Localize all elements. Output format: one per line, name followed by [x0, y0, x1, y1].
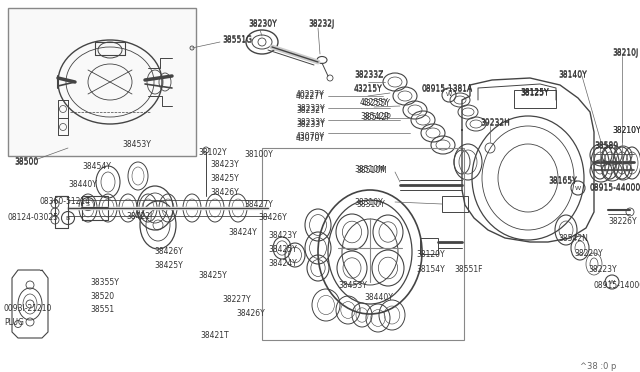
Text: 43215Y: 43215Y	[354, 84, 383, 93]
Text: 38220Y: 38220Y	[574, 249, 603, 258]
Text: 38422J: 38422J	[126, 212, 152, 221]
Text: 08124-03025: 08124-03025	[8, 213, 59, 222]
Text: 40227Y: 40227Y	[296, 90, 324, 99]
Text: 38120Y: 38120Y	[416, 250, 445, 259]
Text: 38425Y: 38425Y	[154, 261, 183, 270]
Text: 38551F: 38551F	[454, 265, 483, 274]
Text: PLUG: PLUG	[4, 318, 24, 327]
Text: 38310Y: 38310Y	[354, 198, 383, 207]
Text: 38510M: 38510M	[356, 166, 387, 175]
Text: 08915-44000: 08915-44000	[590, 183, 640, 192]
Text: 39232H: 39232H	[480, 118, 510, 127]
Text: 38425Y: 38425Y	[210, 174, 239, 183]
Text: 38210J: 38210J	[612, 49, 638, 58]
Text: 38589: 38589	[594, 142, 618, 151]
Text: 38424Y: 38424Y	[268, 259, 297, 268]
Text: 38453Y: 38453Y	[122, 140, 151, 149]
Bar	[514, 90, 556, 108]
Text: 38440Y: 38440Y	[68, 180, 97, 189]
Text: 38425Y: 38425Y	[268, 245, 297, 254]
Text: W: W	[575, 186, 581, 190]
Text: 08360-51214: 08360-51214	[40, 197, 91, 206]
Text: 38542N: 38542N	[558, 234, 588, 243]
Text: 38210Y: 38210Y	[612, 126, 640, 135]
Text: 38125Y: 38125Y	[520, 88, 548, 97]
Text: 38500: 38500	[14, 158, 38, 167]
Text: 08915-44000: 08915-44000	[590, 184, 640, 193]
Text: 43255Y: 43255Y	[360, 98, 389, 107]
Bar	[420, 238, 438, 254]
Text: 38426Y: 38426Y	[258, 213, 287, 222]
Text: 38426Y: 38426Y	[154, 247, 183, 256]
Text: 38232J: 38232J	[308, 19, 334, 28]
Text: 38551: 38551	[90, 305, 114, 314]
Text: W: W	[609, 279, 615, 285]
Text: 38232J: 38232J	[308, 20, 334, 29]
Text: 38542P: 38542P	[362, 113, 391, 122]
Text: 38227Y: 38227Y	[222, 295, 251, 304]
Text: 38233Z: 38233Z	[354, 70, 383, 79]
Text: 38427Y: 38427Y	[244, 200, 273, 209]
Text: 38551G: 38551G	[222, 35, 252, 44]
Text: 38355Y: 38355Y	[90, 278, 119, 287]
Text: 38453Y: 38453Y	[338, 281, 367, 290]
Text: 38102Y: 38102Y	[198, 148, 227, 157]
Text: 0093I-21210: 0093I-21210	[4, 304, 52, 313]
Text: 38233Z: 38233Z	[354, 71, 383, 80]
Text: W: W	[446, 93, 452, 97]
Text: 38426Y: 38426Y	[210, 188, 239, 197]
Bar	[8, 8, 196, 156]
Bar	[262, 148, 464, 340]
Text: 38424Y: 38424Y	[228, 228, 257, 237]
Text: 38510M: 38510M	[354, 165, 385, 174]
Text: 40227Y: 40227Y	[296, 92, 324, 101]
Text: 08915-1381A: 08915-1381A	[422, 85, 473, 94]
Text: 38154Y: 38154Y	[416, 265, 445, 274]
Bar	[442, 196, 468, 212]
Text: 38542P: 38542P	[360, 112, 388, 121]
Text: 38223Y: 38223Y	[588, 265, 616, 274]
Text: 38421T: 38421T	[200, 331, 228, 340]
Text: 43070Y: 43070Y	[296, 132, 325, 141]
Text: 38226Y: 38226Y	[608, 217, 637, 226]
Text: 38423Y: 38423Y	[210, 160, 239, 169]
Text: 39232H: 39232H	[480, 119, 510, 128]
Text: 43255Y: 43255Y	[362, 99, 391, 108]
Text: 08915-14000: 08915-14000	[594, 281, 640, 290]
Text: 38440Y: 38440Y	[364, 293, 393, 302]
Text: 38232Y: 38232Y	[296, 106, 324, 115]
Text: 38125Y: 38125Y	[520, 89, 548, 98]
Text: 38230Y: 38230Y	[248, 19, 276, 28]
Text: 38551G: 38551G	[222, 36, 252, 45]
Text: B: B	[66, 215, 70, 221]
Text: 38423Y: 38423Y	[268, 231, 297, 240]
Text: 38233Y: 38233Y	[296, 120, 324, 129]
Text: 38454Y: 38454Y	[82, 162, 111, 171]
Bar	[82, 196, 108, 220]
Text: 38500: 38500	[14, 157, 38, 166]
Text: 43215Y: 43215Y	[354, 85, 383, 94]
Text: 38165Y: 38165Y	[548, 176, 577, 185]
Text: 38210J: 38210J	[612, 48, 638, 57]
Text: 38125Y: 38125Y	[520, 88, 548, 97]
Text: 38100Y: 38100Y	[244, 150, 273, 159]
Text: 38230Y: 38230Y	[248, 20, 276, 29]
Text: 38589: 38589	[594, 141, 618, 150]
Text: S: S	[86, 202, 90, 206]
Text: ^38 :0 p: ^38 :0 p	[580, 362, 616, 371]
Text: 38140Y: 38140Y	[558, 71, 587, 80]
Text: 43070Y: 43070Y	[296, 134, 325, 143]
Text: 38165Y: 38165Y	[548, 177, 577, 186]
Text: 38425Y: 38425Y	[198, 271, 227, 280]
Text: 38520: 38520	[90, 292, 114, 301]
Text: 38210Y: 38210Y	[612, 126, 640, 135]
Text: 38232Y: 38232Y	[296, 104, 324, 113]
Text: 38233Y: 38233Y	[296, 118, 324, 127]
Text: 08915-1381A: 08915-1381A	[422, 84, 473, 93]
Text: 38140Y: 38140Y	[558, 70, 587, 79]
Text: 38426Y: 38426Y	[236, 309, 265, 318]
Text: 38310Y: 38310Y	[356, 200, 385, 209]
